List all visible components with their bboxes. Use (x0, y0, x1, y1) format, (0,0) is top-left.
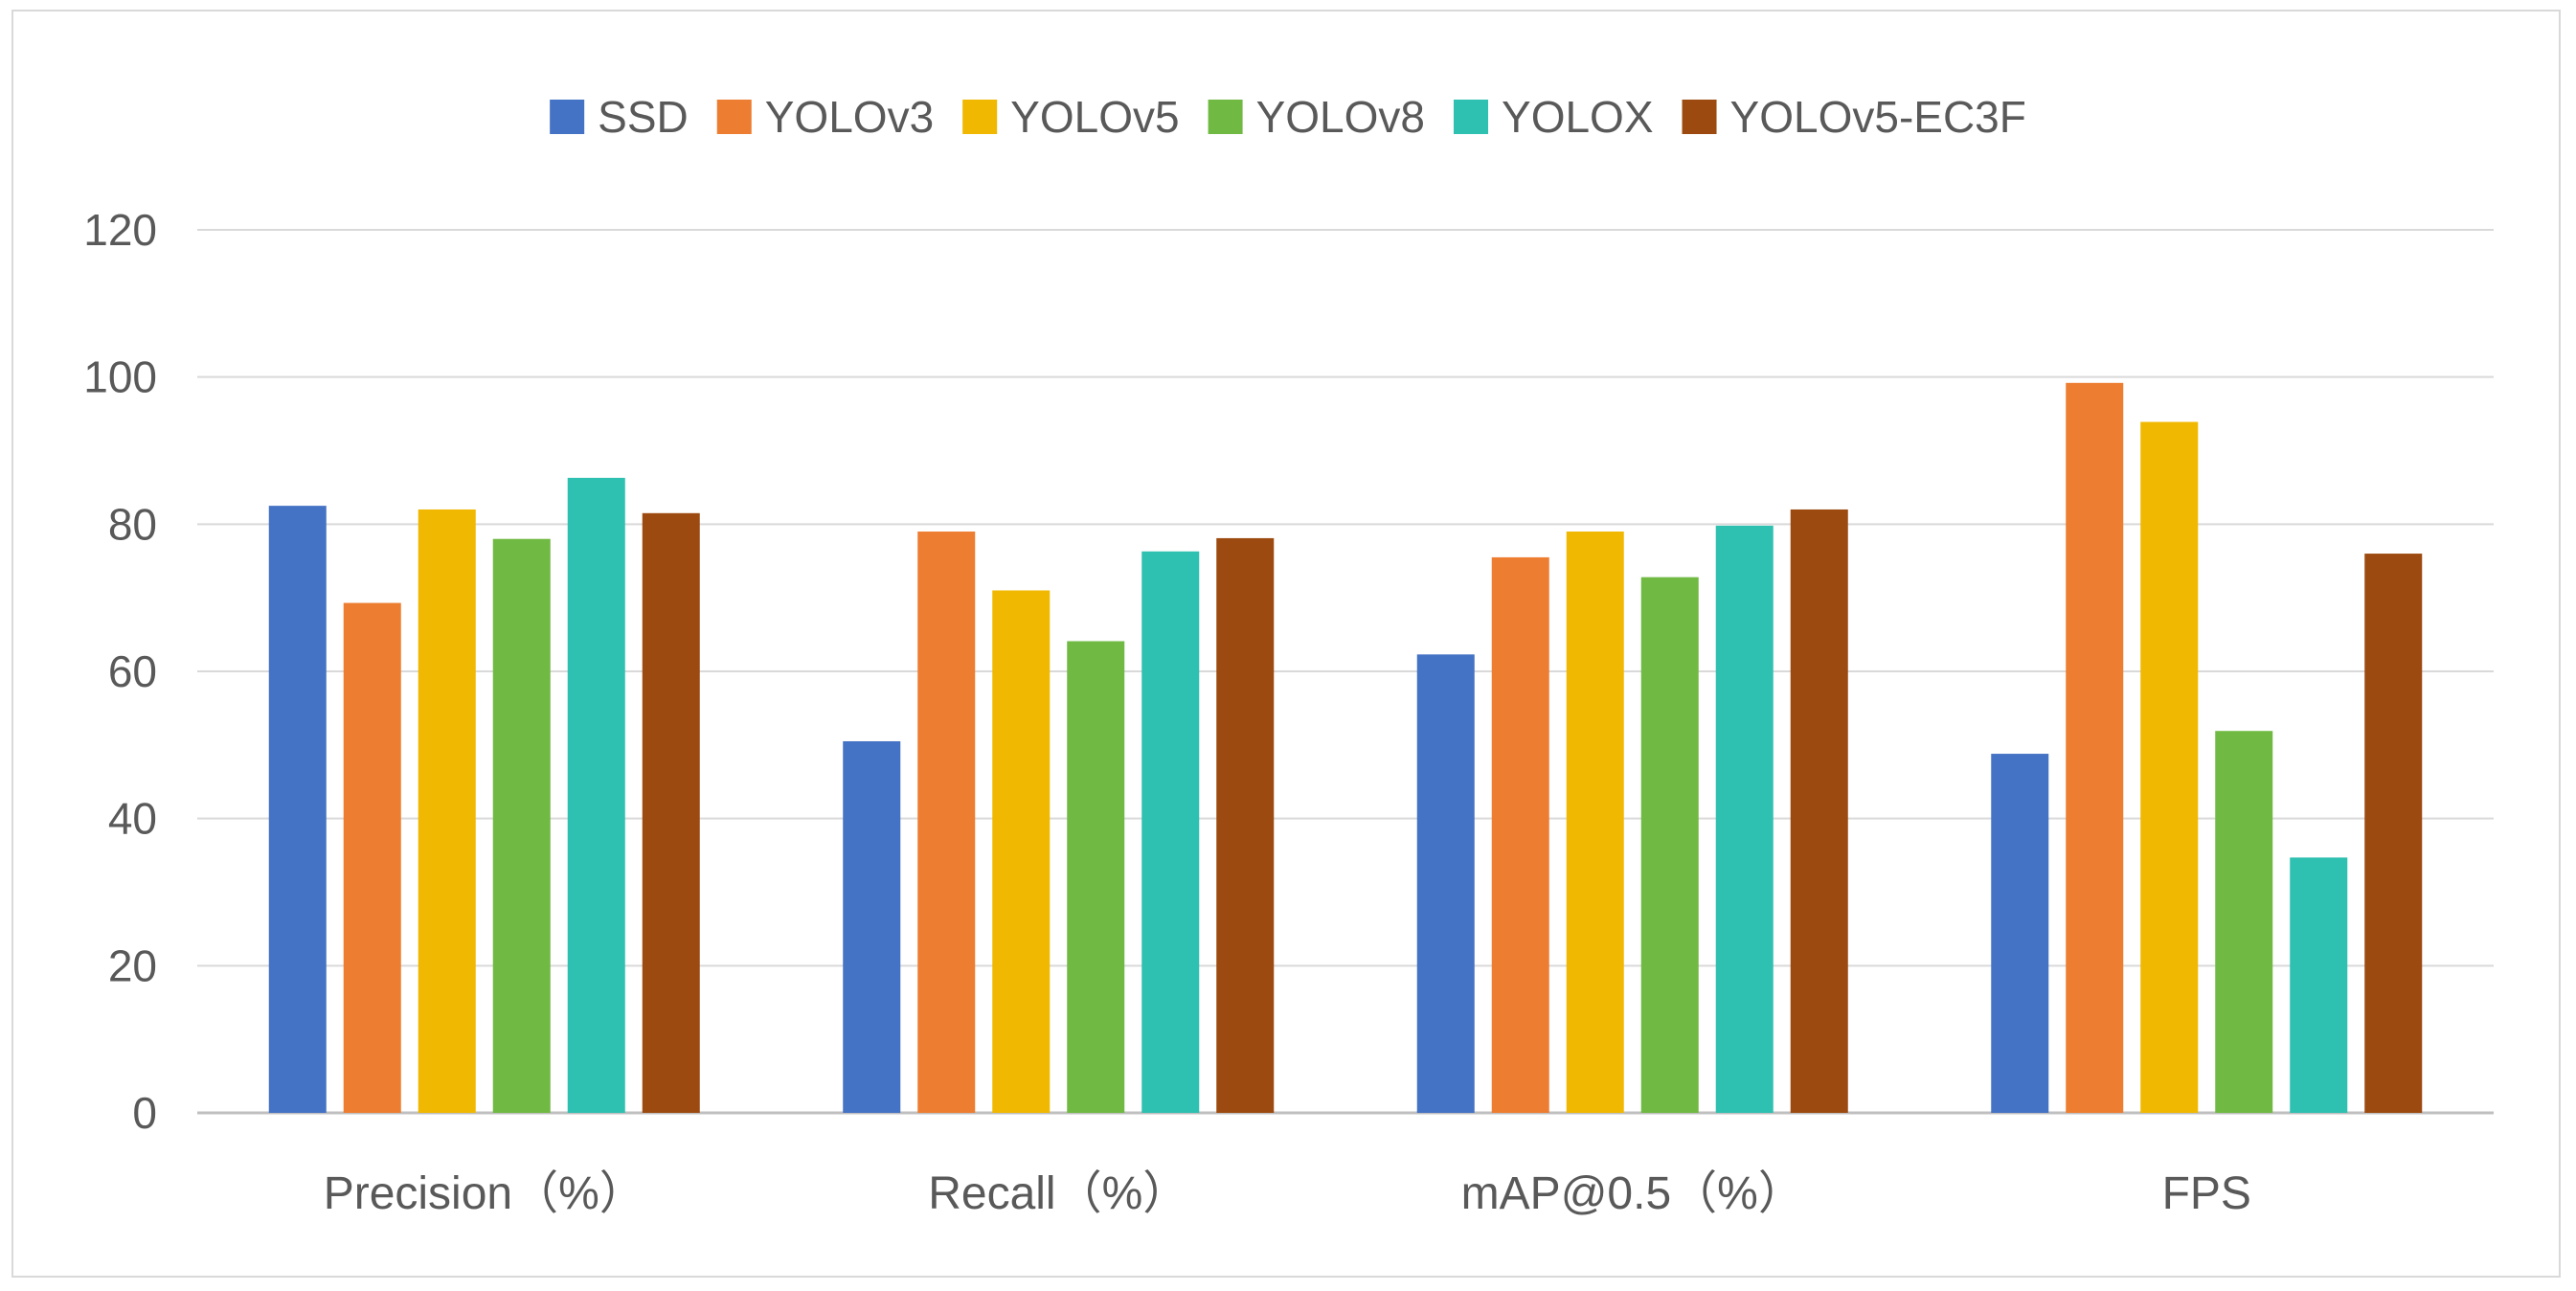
bar-yolox-1 (1141, 551, 1200, 1113)
y-tick-label: 120 (83, 205, 157, 255)
legend-label: SSD (598, 92, 689, 142)
legend-label: YOLOv8 (1256, 92, 1425, 142)
legend-item: YOLOX (1454, 92, 1654, 142)
legend-item: SSD (550, 92, 689, 142)
bar-ssd-2 (1416, 654, 1475, 1113)
legend-item: YOLOv5 (962, 92, 1180, 142)
bar-yolov5-2 (1566, 532, 1624, 1113)
y-tick-label: 40 (108, 794, 157, 844)
x-category-label: mAP@0.5（%） (1461, 1168, 1804, 1219)
legend-item: YOLOv8 (1208, 92, 1425, 142)
bar-yolov3-3 (2066, 382, 2124, 1113)
bar-yolov5-ec3f-2 (1790, 509, 1848, 1113)
legend-label: YOLOv5-EC3F (1730, 92, 2026, 142)
legend-swatch (1454, 100, 1489, 134)
legend: SSD YOLOv3 YOLOv5 YOLOv8 YOLOX YOLOv5-EC3F (550, 92, 2026, 142)
bar-yolox-3 (2290, 857, 2348, 1113)
bar-yolov5-1 (992, 590, 1051, 1113)
bar-yolov5-0 (418, 509, 476, 1113)
bar-yolov8-2 (1640, 577, 1699, 1113)
bar-ssd-3 (1991, 754, 2049, 1113)
bar-yolov5-3 (2140, 421, 2199, 1113)
bar-yolov3-1 (917, 532, 976, 1113)
legend-label: YOLOv5 (1010, 92, 1179, 142)
bar-chart: 0 20 40 60 80 100 120 Precision（%） Recall（%） mAP… (83, 92, 2494, 1219)
y-tick-label: 100 (83, 352, 157, 402)
legend-label: YOLOv3 (765, 92, 934, 142)
legend-item: YOLOv3 (716, 92, 934, 142)
bar-yolox-0 (567, 477, 625, 1113)
x-axis-categories: Precision（%） Recall（%） mAP@0.5（%） FPS (324, 1168, 2251, 1219)
legend-swatch (550, 100, 585, 134)
bar-yolov5-ec3f-3 (2364, 554, 2423, 1113)
bar-yolox-2 (1715, 525, 1774, 1113)
bars (268, 382, 2423, 1113)
bar-yolov8-1 (1067, 641, 1125, 1113)
y-tick-label: 0 (132, 1088, 157, 1138)
legend-label: YOLOX (1502, 92, 1654, 142)
x-category-label: FPS (2162, 1168, 2251, 1219)
legend-swatch (1682, 100, 1717, 134)
y-axis-ticks: 0 20 40 60 80 100 120 (83, 205, 157, 1138)
legend-swatch (962, 100, 998, 134)
bar-yolov5-ec3f-0 (642, 512, 700, 1113)
bar-yolov5-ec3f-1 (1216, 537, 1275, 1113)
bar-ssd-0 (268, 506, 327, 1113)
bar-yolov3-0 (343, 602, 401, 1113)
bar-ssd-1 (843, 740, 901, 1113)
bar-yolov3-2 (1491, 556, 1549, 1113)
x-category-label: Precision（%） (324, 1168, 645, 1219)
x-category-label: Recall（%） (928, 1168, 1188, 1219)
chart-frame: 0 20 40 60 80 100 120 Precision（%） Recall（%） mAP… (11, 10, 2561, 1278)
y-tick-label: 80 (108, 499, 157, 549)
bar-yolov8-3 (2215, 731, 2273, 1113)
bar-yolov8-0 (492, 538, 551, 1113)
legend-swatch (1208, 100, 1243, 134)
y-tick-label: 20 (108, 940, 157, 990)
legend-item: YOLOv5-EC3F (1682, 92, 2026, 142)
legend-swatch (716, 100, 752, 134)
y-tick-label: 60 (108, 646, 157, 696)
